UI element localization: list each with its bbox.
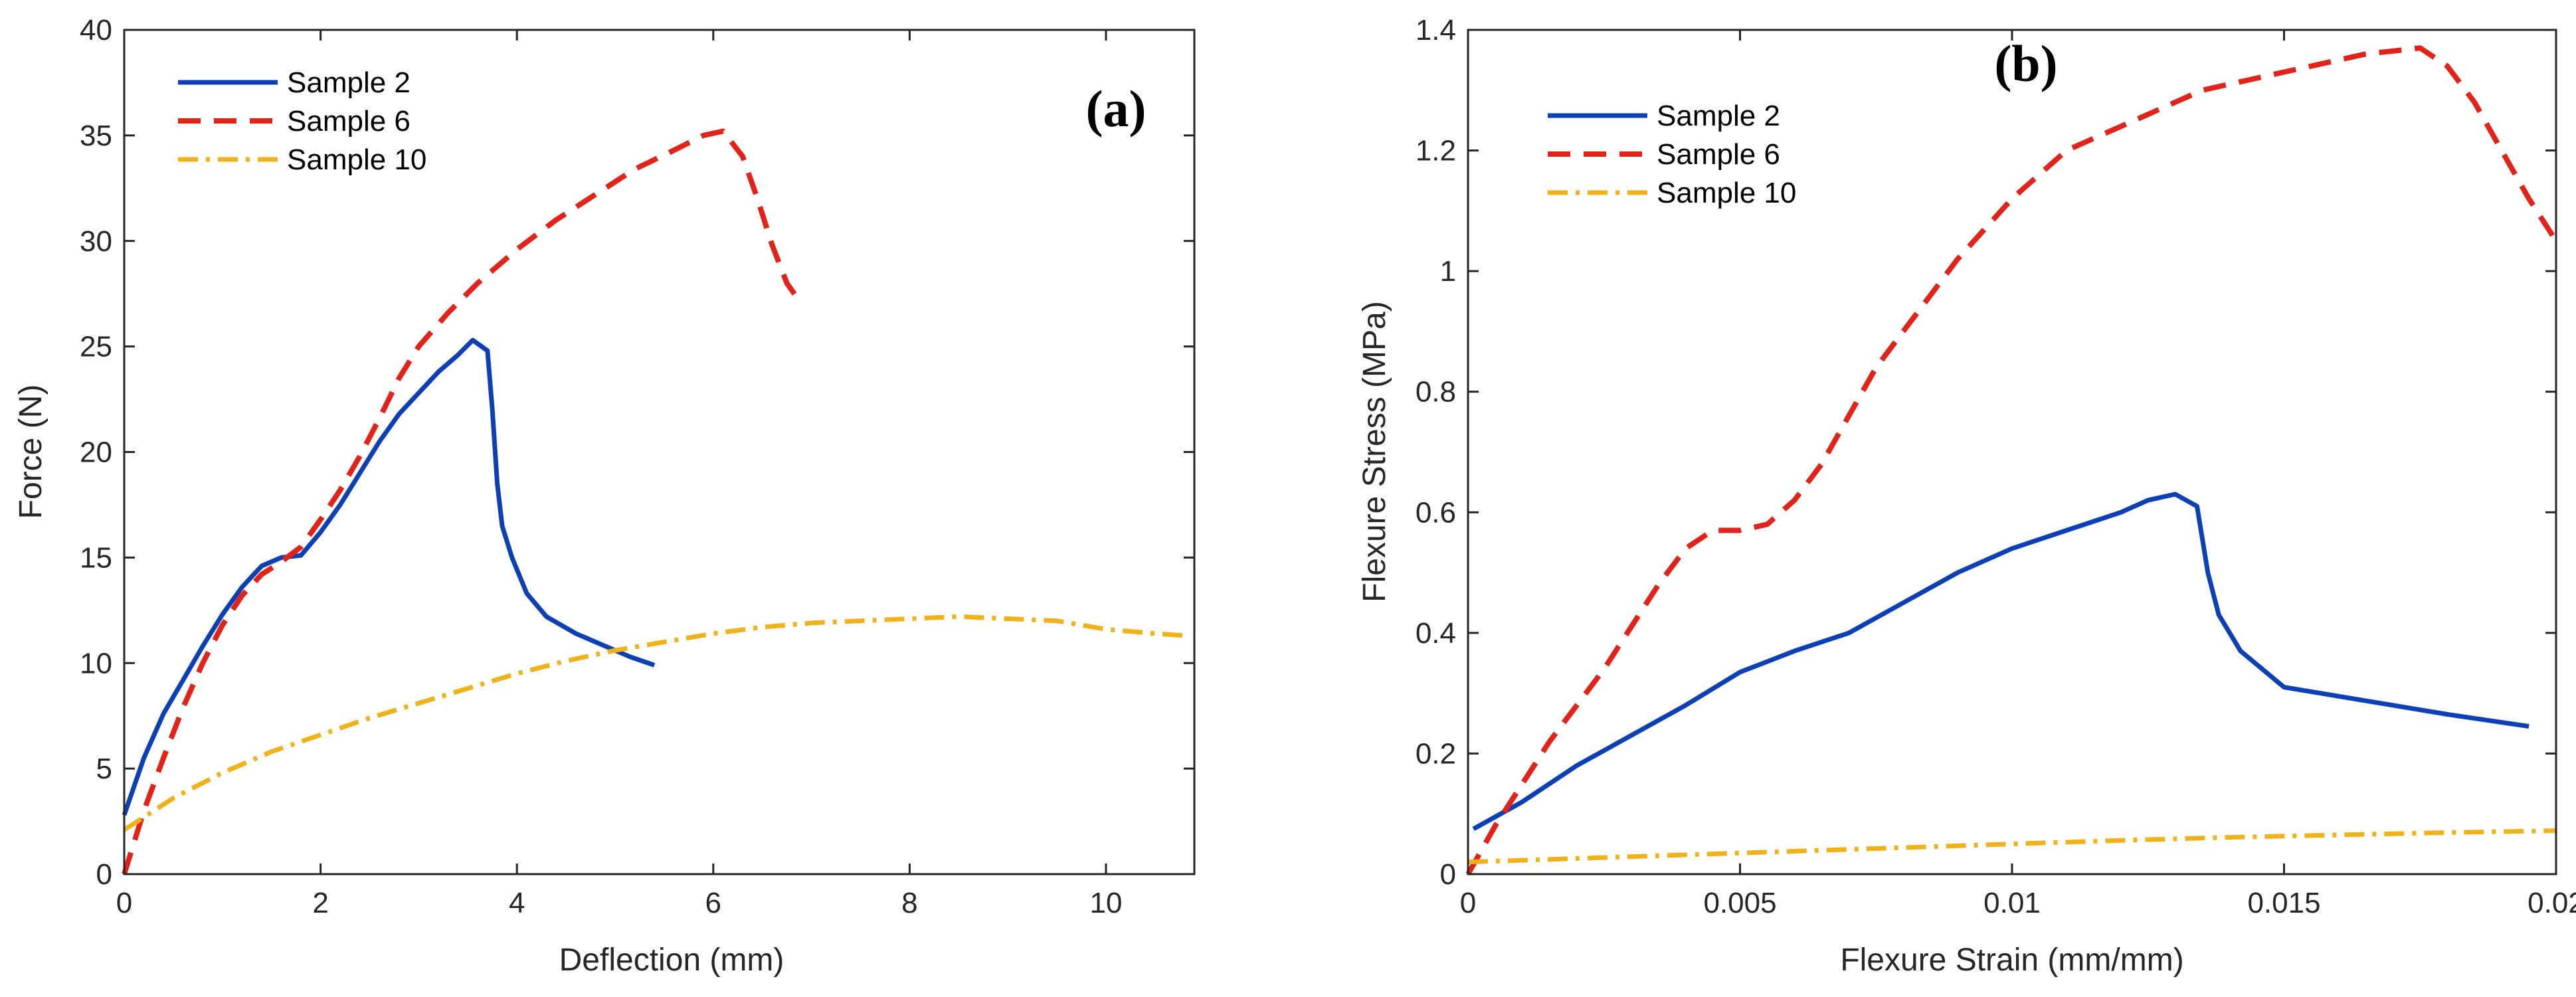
- panel-label-a: (a): [1086, 80, 1147, 137]
- legend-label-sample-6-a: Sample 6: [287, 105, 411, 137]
- x-tick-label-a: 6: [705, 887, 721, 919]
- y-axis-title-a: Force (N): [13, 385, 48, 519]
- y-tick-label-b: 0.4: [1416, 617, 1456, 650]
- x-axis-title-a: Deflection (mm): [559, 943, 784, 978]
- x-axis-title-b: Flexure Strain (mm/mm): [1840, 943, 2183, 978]
- y-tick-label-a: 35: [80, 120, 112, 152]
- y-tick-label-b: 0.6: [1416, 496, 1456, 529]
- x-tick-label-a: 10: [1090, 887, 1123, 919]
- x-tick-label-b: 0.015: [2247, 887, 2320, 919]
- y-tick-label-b: 0.2: [1416, 737, 1456, 770]
- y-tick-label-b: 1: [1440, 255, 1456, 288]
- y-tick-label-b: 0: [1440, 858, 1456, 891]
- y-tick-label-a: 30: [80, 225, 112, 258]
- x-tick-label-b: 0.005: [1703, 887, 1776, 919]
- legend-label-sample-2-b: Sample 2: [1657, 100, 1780, 132]
- series-line-sample-10-b: [1467, 828, 2557, 865]
- legend-label-sample-2-a: Sample 2: [287, 66, 411, 99]
- legend-label-sample-10-b: Sample 10: [1657, 177, 1796, 209]
- chart-b: 00.0050.010.0150.0200.20.40.60.811.21.4 …: [1357, 14, 2576, 978]
- x-tick-label-a: 8: [901, 887, 917, 919]
- y-axis-title-b: Flexure Stress (MPa): [1357, 301, 1392, 602]
- y-tick-label-a: 25: [80, 331, 112, 363]
- series-line-sample-2-b: [1472, 492, 2530, 831]
- legend-label-sample-6-b: Sample 6: [1657, 138, 1780, 171]
- x-tick-label-b: 0: [1460, 887, 1476, 919]
- y-tick-label-a: 10: [80, 647, 112, 680]
- series-line-sample-6-a: [122, 128, 804, 875]
- y-tick-label-b: 0.8: [1416, 376, 1456, 408]
- y-tick-label-a: 0: [96, 858, 112, 891]
- legend-label-sample-10-a: Sample 10: [287, 143, 426, 176]
- y-tick-label-a: 5: [96, 753, 112, 785]
- y-tick-label-a: 15: [80, 541, 112, 574]
- series-line-sample-6-b: [1465, 45, 2559, 875]
- y-tick-label-b: 1.4: [1416, 14, 1456, 46]
- panel-label-b: (b): [1994, 35, 2057, 92]
- x-tick-label-b: 0.01: [1983, 887, 2041, 919]
- series-line-sample-10-a: [123, 614, 1185, 832]
- x-tick-label-a: 2: [312, 887, 328, 919]
- series-line-sample-2-a: [122, 337, 656, 816]
- y-tick-label-b: 1.2: [1416, 135, 1456, 167]
- x-tick-label-b: 0.02: [2528, 887, 2576, 919]
- y-tick-label-a: 20: [80, 436, 112, 469]
- legend-a: Sample 2 Sample 6 Sample 10: [178, 66, 426, 176]
- y-tick-label-a: 40: [80, 14, 112, 46]
- plot-area-a: [123, 29, 1196, 875]
- x-tick-label-a: 0: [116, 887, 132, 919]
- legend-b: Sample 2 Sample 6 Sample 10: [1548, 100, 1796, 209]
- x-tick-label-a: 4: [509, 887, 525, 919]
